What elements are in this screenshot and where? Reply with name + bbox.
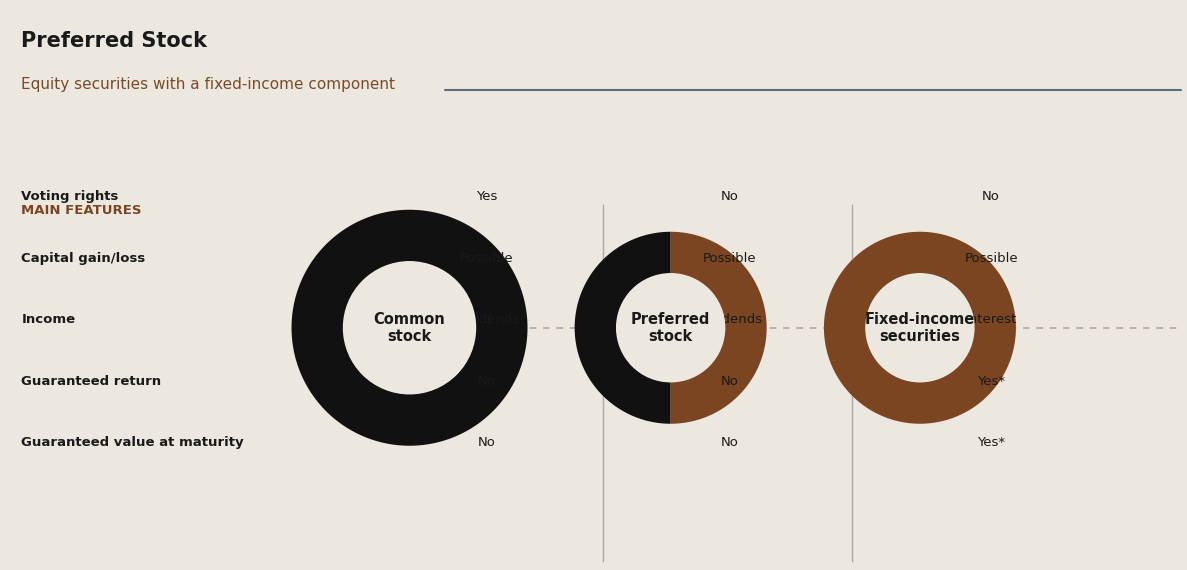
Text: Preferred Stock: Preferred Stock (21, 31, 208, 51)
Text: Preferred
stock: Preferred stock (631, 312, 710, 344)
PathPatch shape (575, 232, 671, 424)
Text: Guaranteed return: Guaranteed return (21, 375, 161, 388)
Text: Voting rights: Voting rights (21, 190, 119, 203)
Text: Yes*: Yes* (977, 437, 1005, 449)
Text: Yes*: Yes* (977, 375, 1005, 388)
Text: Possible: Possible (964, 252, 1018, 264)
Text: No: No (477, 437, 496, 449)
Text: Guaranteed value at maturity: Guaranteed value at maturity (21, 437, 245, 449)
Circle shape (867, 274, 973, 382)
Text: Dividends: Dividends (453, 314, 520, 326)
PathPatch shape (824, 232, 1016, 424)
Text: Fixed-income
securities: Fixed-income securities (865, 312, 975, 344)
Circle shape (617, 274, 724, 382)
Text: Possible: Possible (459, 252, 514, 264)
Text: Income: Income (21, 314, 76, 326)
Text: No: No (982, 190, 1001, 203)
Text: No: No (721, 375, 740, 388)
Text: MAIN FEATURES: MAIN FEATURES (21, 205, 142, 217)
Text: Common
stock: Common stock (374, 312, 445, 344)
Text: Capital gain/loss: Capital gain/loss (21, 252, 146, 264)
Text: No: No (721, 437, 740, 449)
Text: Interest: Interest (965, 314, 1017, 326)
Circle shape (343, 262, 476, 394)
Text: No: No (721, 190, 740, 203)
Text: Yes: Yes (476, 190, 497, 203)
PathPatch shape (292, 210, 527, 446)
Text: No: No (477, 375, 496, 388)
Text: Equity securities with a fixed-income component: Equity securities with a fixed-income co… (21, 77, 395, 92)
PathPatch shape (671, 232, 767, 424)
Text: Dividends: Dividends (697, 314, 763, 326)
Text: Possible: Possible (703, 252, 757, 264)
